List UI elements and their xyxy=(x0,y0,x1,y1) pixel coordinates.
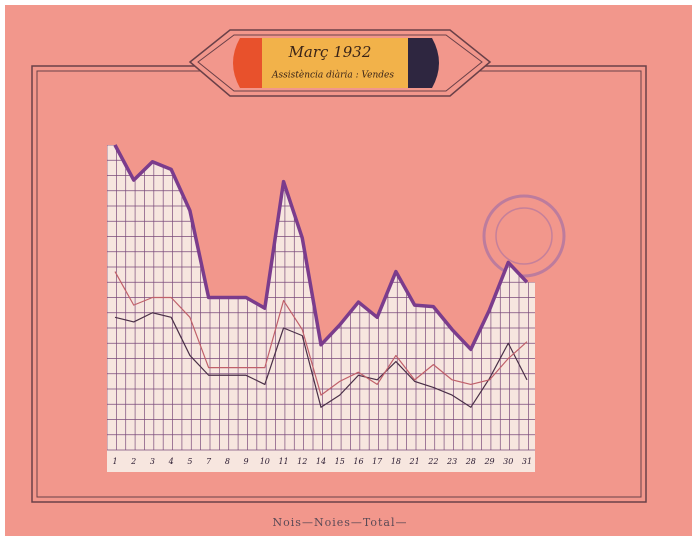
chart-title: Març 1932 xyxy=(288,43,372,61)
flag-dark xyxy=(408,38,439,88)
x-tick-label: 2 xyxy=(130,457,136,466)
x-tick-label: 11 xyxy=(278,457,288,466)
x-tick-label: 8 xyxy=(225,457,230,466)
x-tick-label: 3 xyxy=(150,457,155,466)
series-line xyxy=(114,271,528,396)
x-tick-label: 12 xyxy=(297,457,307,466)
flag-red xyxy=(233,38,262,88)
graph-paper xyxy=(107,145,535,472)
banner-frame-inner xyxy=(197,34,483,92)
stamp-inner xyxy=(495,207,553,265)
x-tick-label: 21 xyxy=(409,457,420,466)
x-tick-label: 15 xyxy=(335,457,345,466)
x-tick-label: 29 xyxy=(483,457,494,466)
stamp xyxy=(482,194,566,278)
x-tick-label: 16 xyxy=(353,457,363,466)
x-tick-label: 30 xyxy=(503,457,513,466)
x-tick-label: 31 xyxy=(522,457,532,466)
x-tick-label: 18 xyxy=(391,457,401,466)
x-tick-label: 23 xyxy=(446,457,457,466)
x-tick-label: 17 xyxy=(372,457,383,466)
x-tick-label: 1 xyxy=(112,457,117,466)
x-tick-label: 10 xyxy=(260,457,270,466)
x-tick-label: 22 xyxy=(427,457,438,466)
x-tick-label: 4 xyxy=(168,457,174,466)
legend-caption: Nois—Noies—Total— xyxy=(273,516,408,529)
x-tick-label: 9 xyxy=(244,457,249,466)
x-tick-label: 7 xyxy=(206,457,212,466)
x-tick-label: 5 xyxy=(187,457,192,466)
series-line xyxy=(113,144,529,352)
series-line xyxy=(114,312,528,408)
x-tick-label: 14 xyxy=(316,457,326,466)
x-tick-label: 28 xyxy=(465,457,476,466)
flag-yellow xyxy=(262,38,408,88)
chart-subtitle: Assistència diària : Vendes xyxy=(271,70,394,81)
